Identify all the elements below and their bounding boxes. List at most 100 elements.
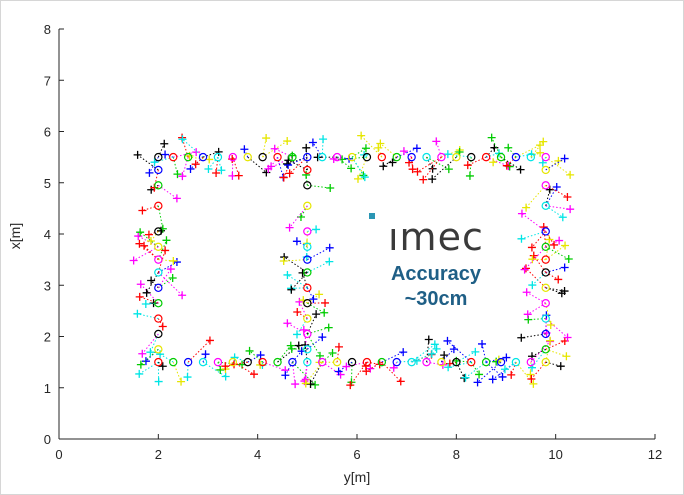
reference-point — [154, 227, 163, 236]
estimate-point — [177, 377, 186, 386]
estimate-point — [489, 158, 498, 167]
reference-point — [541, 152, 550, 162]
reference-point — [422, 357, 431, 367]
estimate-point — [291, 380, 300, 389]
estimate-link — [321, 352, 333, 363]
estimate-point — [311, 380, 320, 389]
reference-point — [288, 357, 297, 367]
x-axis-label: y[m] — [344, 469, 370, 485]
estimate-link — [408, 156, 413, 163]
estimate-link — [365, 361, 368, 367]
estimate-point — [556, 362, 565, 371]
reference-point — [169, 357, 178, 367]
estimate-link — [291, 287, 308, 289]
estimate-point — [389, 363, 398, 372]
reference-point — [213, 152, 223, 162]
reference-point — [169, 152, 178, 162]
estimate-link — [336, 346, 340, 363]
reference-point — [541, 165, 550, 175]
reference-point — [303, 242, 312, 252]
estimate-point — [428, 175, 437, 184]
estimate-point — [475, 370, 484, 379]
estimate-point — [283, 137, 292, 146]
reference-point — [541, 242, 550, 252]
estimate-point — [546, 320, 555, 329]
estimate-link — [498, 359, 502, 363]
estimate-link — [363, 154, 368, 158]
reference-point — [511, 152, 521, 162]
estimate-point — [313, 153, 322, 162]
estimate-point — [545, 235, 554, 244]
estimate-link — [215, 157, 219, 174]
reference-point — [392, 357, 401, 367]
estimate-point — [517, 209, 526, 218]
estimate-link — [455, 151, 461, 158]
estimate-point — [529, 251, 538, 260]
estimate-point — [205, 336, 214, 345]
estimate-point — [264, 164, 273, 173]
estimate-point — [298, 268, 307, 277]
estimate-point — [440, 351, 449, 360]
estimate-point — [516, 165, 525, 174]
estimate-point — [292, 330, 301, 339]
chart-marks — [129, 131, 575, 390]
estimate-point — [539, 223, 548, 232]
estimate-point — [133, 309, 142, 318]
estimate-point — [262, 168, 271, 177]
estimate-link — [157, 361, 164, 367]
estimate-link — [382, 156, 398, 167]
estimate-link — [525, 184, 547, 208]
estimate-point — [315, 290, 324, 299]
reference-point — [407, 152, 416, 162]
estimate-link — [545, 189, 551, 206]
reference-point — [303, 268, 312, 277]
estimate-point — [283, 319, 292, 328]
estimate-point — [141, 299, 150, 308]
estimate-point — [205, 155, 214, 164]
estimate-link — [393, 361, 398, 369]
estimate-point — [133, 150, 142, 159]
reference-point — [303, 345, 312, 354]
estimate-point — [302, 143, 311, 152]
estimate-point — [154, 377, 163, 386]
estimate-point — [221, 372, 230, 381]
estimate-point — [546, 336, 555, 345]
estimate-point — [191, 160, 200, 169]
x-tick-label: 6 — [353, 447, 360, 462]
estimate-point — [325, 243, 334, 252]
reference-point — [154, 298, 163, 308]
estimate-point — [560, 263, 569, 272]
reference-point — [243, 357, 252, 367]
estimate-link — [545, 272, 559, 280]
y-tick-label: 4 — [44, 227, 51, 242]
estimate-point — [388, 158, 397, 167]
estimate-point — [443, 150, 452, 159]
estimate-point — [376, 139, 385, 148]
estimate-link — [247, 354, 261, 363]
estimate-point — [183, 373, 192, 382]
estimate-link — [306, 287, 314, 300]
y-tick-label: 7 — [44, 73, 51, 88]
estimate-point — [357, 131, 366, 140]
reference-point — [511, 357, 521, 367]
estimate-point — [487, 133, 496, 142]
estimate-link — [510, 361, 517, 376]
estimate-link — [366, 361, 383, 372]
estimate-point — [427, 349, 436, 358]
estimate-link — [142, 205, 159, 211]
reference-point — [496, 357, 506, 367]
reference-point — [154, 345, 163, 354]
estimate-point — [444, 363, 453, 372]
estimate-link — [403, 150, 412, 158]
estimate-point — [301, 379, 310, 388]
estimate-link — [202, 361, 226, 377]
estimate-link — [157, 318, 164, 327]
estimate-point — [399, 348, 408, 357]
reference-point — [273, 357, 282, 367]
estimate-point — [135, 239, 144, 248]
estimate-point — [529, 379, 538, 388]
estimate-link — [137, 154, 159, 171]
estimate-link — [465, 361, 487, 379]
reference-point — [526, 357, 536, 367]
